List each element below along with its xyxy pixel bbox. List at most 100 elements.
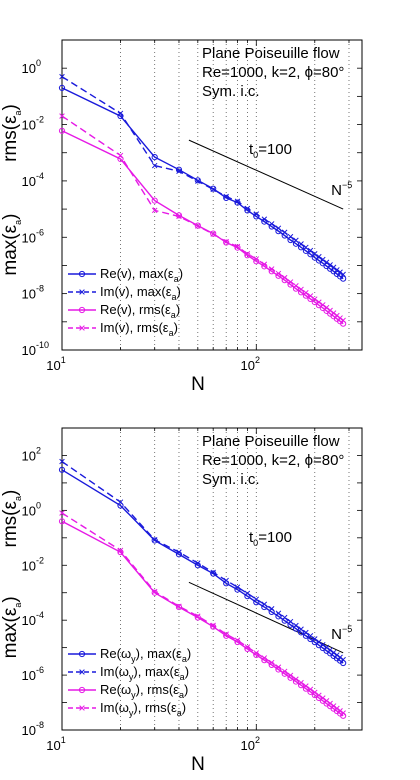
data-point — [244, 205, 251, 212]
data-point — [337, 315, 343, 321]
y-tick-label: 10 — [22, 118, 36, 133]
series-1 — [59, 73, 346, 278]
legend-text: ) — [182, 700, 186, 715]
data-point — [316, 692, 322, 699]
t0-label: t0=100 — [249, 141, 292, 160]
data-point — [275, 270, 282, 277]
data-point — [298, 286, 304, 293]
legend-marker — [79, 705, 85, 711]
data-point — [293, 237, 299, 244]
x-tick-label: 102 — [241, 355, 260, 373]
y-tick-exponent: -2 — [36, 115, 44, 125]
legend-subscript: a — [182, 654, 187, 664]
data-point — [287, 618, 294, 625]
data-point — [151, 537, 158, 543]
y-axis-label-max-main: max(ε — [0, 607, 21, 658]
t0-main: t — [249, 141, 254, 158]
data-point — [175, 166, 183, 173]
ref-label-base: N — [331, 182, 342, 199]
series-1 — [59, 458, 346, 663]
legend-marker — [78, 650, 86, 658]
data-point — [312, 296, 318, 302]
x-axis-label: N — [191, 374, 205, 395]
axes-frame — [61, 39, 363, 351]
data-point — [234, 243, 241, 250]
x-tick-exponent: 2 — [255, 355, 260, 365]
annotation-line-2: Sym. i.c. — [202, 83, 260, 100]
data-point — [330, 703, 337, 709]
ticks — [61, 427, 362, 731]
data-point — [151, 207, 158, 214]
legend-text: ) — [176, 302, 180, 317]
legend-subscript: y — [131, 654, 136, 664]
y-tick-exponent: -10 — [36, 340, 49, 350]
data-point — [323, 644, 330, 651]
legend-subscript: y — [129, 672, 134, 682]
y-axis-label-max: max(εa) — [0, 214, 23, 276]
data-point — [327, 262, 333, 268]
data-point — [334, 652, 340, 658]
y-axis-label-rms-subscript: a — [13, 110, 23, 115]
t0-label: t0=100 — [249, 529, 292, 548]
ref-label-exponent: −5 — [342, 624, 352, 634]
data-point — [223, 631, 229, 637]
legend-marker — [78, 306, 86, 314]
annotation-line-1: Re=1000, k=2, ϕ=80° — [202, 64, 344, 81]
data-point — [287, 672, 294, 679]
data-point — [117, 499, 124, 505]
x-tick-exponent: 1 — [61, 735, 66, 745]
data-point — [253, 211, 260, 217]
data-point — [320, 256, 326, 263]
y-tick-label: 10 — [22, 174, 36, 189]
data-point — [340, 320, 347, 327]
y-tick-base: 10 — [22, 613, 36, 628]
data-point — [307, 686, 314, 693]
y-axis-label-rms-main: rms(ε — [0, 115, 21, 162]
annotation-line-0: Plane Poiseuille flow — [202, 45, 340, 62]
legend-text: ) — [184, 682, 188, 697]
data-point — [176, 549, 182, 555]
data-point — [312, 636, 318, 642]
reference-slope-label: N−5 — [331, 180, 352, 199]
data-point — [194, 222, 201, 229]
axes-frame — [61, 427, 363, 731]
data-point — [223, 577, 229, 584]
data-point — [210, 622, 216, 629]
y-axis-label-max-main: max(ε — [0, 224, 21, 275]
legend-text: ) — [185, 664, 189, 679]
y-tick-exponent: 0 — [36, 500, 41, 510]
y-axis-label-rms-close: ) — [0, 490, 21, 496]
x-tick-base: 10 — [46, 358, 60, 373]
x-tick-base: 10 — [241, 358, 255, 373]
data-point — [261, 261, 268, 268]
data-point — [307, 247, 314, 254]
data-point — [275, 225, 282, 231]
data-point — [268, 659, 275, 666]
y-axis-label-rms-subscript: a — [13, 496, 23, 501]
y-tick-label: 10 — [22, 230, 36, 245]
annotation-line-1: Re=1000, k=2, ϕ=80° — [202, 452, 344, 469]
series-3 — [59, 113, 346, 324]
data-point — [320, 695, 326, 701]
plot-area — [62, 428, 362, 730]
y-tick-label: 10 — [22, 61, 36, 76]
y-tick-exponent: -6 — [36, 665, 44, 675]
data-point — [210, 186, 216, 193]
data-point — [268, 221, 275, 227]
data-point — [195, 223, 201, 229]
y-axis-label-max-close: ) — [0, 214, 21, 220]
data-point — [334, 312, 340, 319]
data-point — [261, 601, 268, 608]
y-tick-base: 10 — [22, 668, 36, 683]
y-axis-label-max-subscript: a — [13, 603, 23, 608]
legend-text: ), rms(ε — [136, 682, 180, 697]
x-tick-label: 102 — [241, 735, 260, 753]
data-point — [151, 588, 158, 595]
data-point — [337, 708, 343, 714]
data-point — [303, 683, 309, 689]
data-point — [117, 547, 124, 554]
legend-label-1: Im(v), max(εa) — [100, 284, 181, 302]
data-point — [244, 590, 251, 597]
legend-marker — [79, 289, 85, 295]
data-point — [287, 233, 294, 240]
